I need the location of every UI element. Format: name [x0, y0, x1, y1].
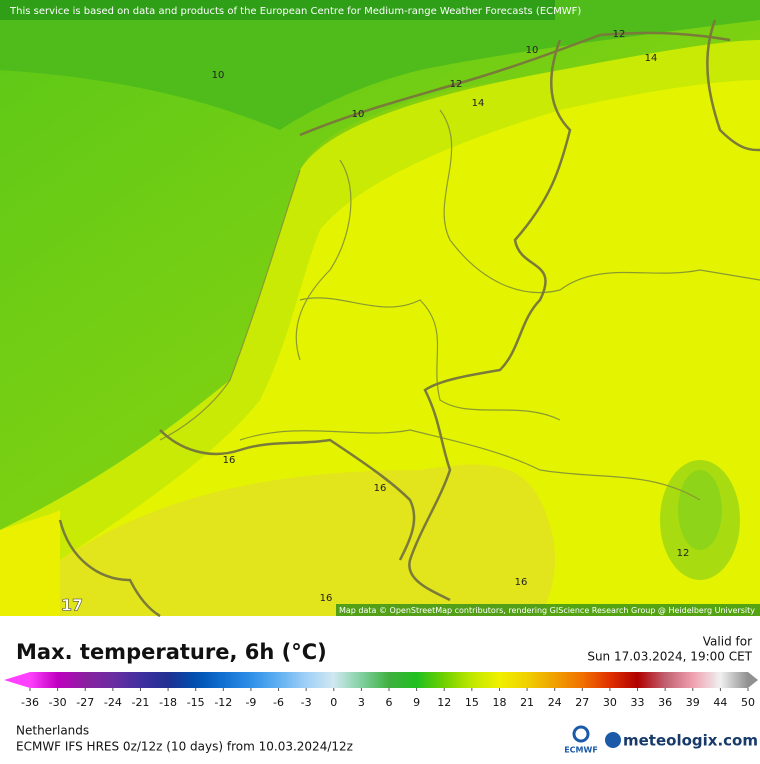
- colorbar-tick-label: -24: [104, 696, 122, 709]
- contour-label: 14: [472, 98, 485, 109]
- model-info: ECMWF IFS HRES 0z/12z (10 days) from 10.…: [16, 740, 353, 754]
- colorbar-tick-label: 15: [465, 696, 479, 709]
- contour-label: 14: [645, 53, 658, 64]
- contour-label: 10: [212, 70, 225, 81]
- colorbar-tick-label: -18: [159, 696, 177, 709]
- colorbar: [30, 672, 748, 688]
- map-attribution: Map data © OpenStreetMap contributors, r…: [339, 606, 755, 615]
- contour-label: 16: [223, 455, 236, 466]
- legend-title: Max. temperature, 6h (°C): [16, 640, 327, 664]
- colorbar-tick-label: -3: [301, 696, 312, 709]
- region-name: Netherlands: [16, 724, 89, 738]
- max-value-label: 17: [61, 596, 83, 615]
- ecmwf-logo: ECMWF: [564, 725, 598, 755]
- colorbar-tick-label: -36: [21, 696, 39, 709]
- colorbar-tick-label: 27: [575, 696, 589, 709]
- contour-label: 16: [374, 483, 387, 494]
- map: This service is based on data and produc…: [0, 0, 760, 618]
- colorbar-tick-label: 50: [741, 696, 755, 709]
- colorbar-tick-label: 33: [631, 696, 645, 709]
- colorbar-tick-label: -21: [131, 696, 149, 709]
- colorbar-tick-label: 21: [520, 696, 534, 709]
- contour-label: 10: [352, 109, 365, 120]
- contour-label: 12: [613, 29, 626, 40]
- colorbar-tick-label: -6: [273, 696, 284, 709]
- contour-label: 12: [677, 548, 690, 559]
- service-banner: This service is based on data and produc…: [9, 6, 581, 17]
- colorbar-tick-label: 3: [358, 696, 365, 709]
- colorbar-tick-label: 39: [686, 696, 700, 709]
- colorbar-tick-label: 44: [713, 696, 727, 709]
- colorbar-tick-label: -12: [214, 696, 232, 709]
- colorbar-tick-label: 24: [548, 696, 562, 709]
- valid-label: Valid for: [703, 635, 752, 649]
- colorbar-tick-label: 30: [603, 696, 617, 709]
- colorbar-tick-label: 18: [492, 696, 506, 709]
- colorbar-tick-label: -27: [76, 696, 94, 709]
- valid-time: Sun 17.03.2024, 19:00 CET: [587, 650, 752, 664]
- colorbar-arrow-right: [748, 672, 758, 688]
- contour-label: 16: [515, 577, 528, 588]
- colorbar-arrow-left: [4, 672, 30, 688]
- colorbar-tick-label: 9: [413, 696, 420, 709]
- site-logo[interactable]: meteologix.com: [605, 732, 758, 750]
- site-name[interactable]: meteologix.com: [623, 732, 758, 750]
- colorbar-tick-label: 6: [386, 696, 393, 709]
- contour-label: 16: [320, 593, 333, 604]
- colorbar-tick-label: -30: [49, 696, 67, 709]
- colorbar-tick-label: 12: [437, 696, 451, 709]
- ecmwf-label: ECMWF: [564, 746, 598, 755]
- legend: Max. temperature, 6h (°C) Valid for Sun …: [16, 635, 753, 665]
- colorbar-tick-label: 0: [330, 696, 337, 709]
- colorbar-tick-label: 36: [658, 696, 672, 709]
- colorbar-tick-label: -9: [245, 696, 256, 709]
- contour-label: 10: [526, 45, 539, 56]
- colorbar-tick-label: -15: [187, 696, 205, 709]
- contour-label: 12: [450, 79, 463, 90]
